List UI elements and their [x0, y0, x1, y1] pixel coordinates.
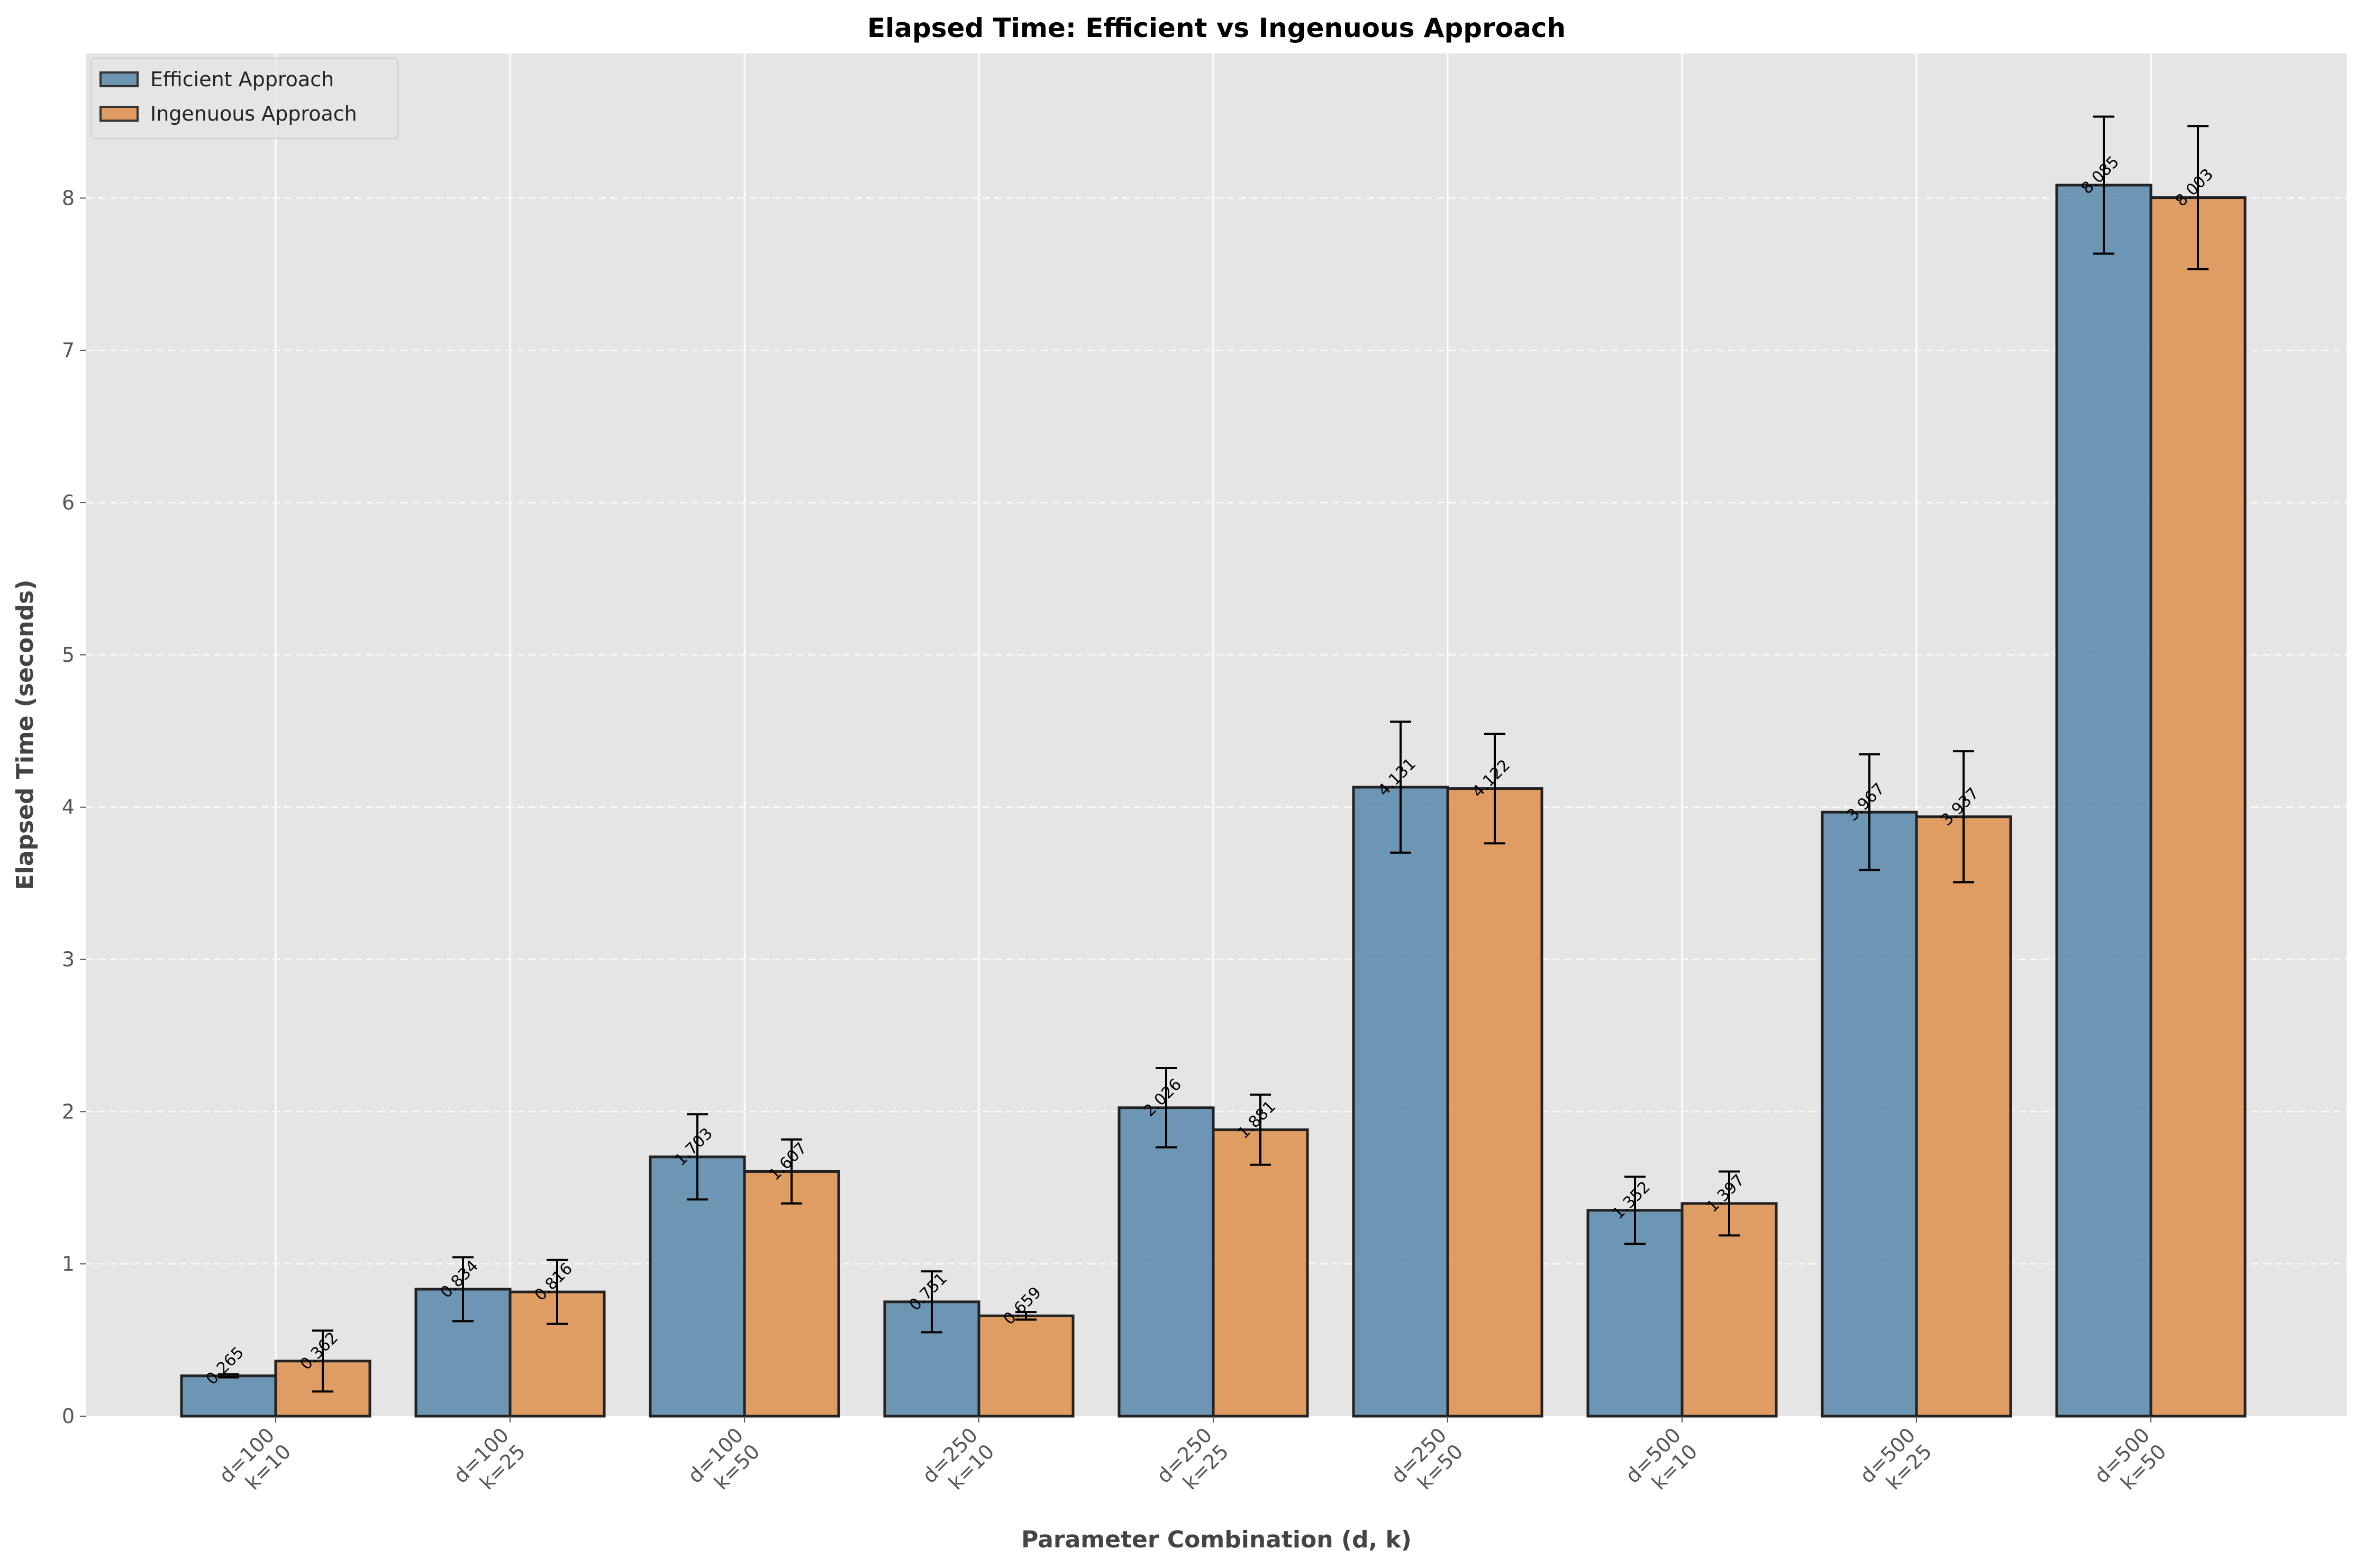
y-tick-label: 3	[62, 948, 75, 971]
bar	[743, 1170, 840, 1418]
legend-box	[90, 58, 398, 139]
bar	[1680, 1202, 1778, 1418]
y-tick-label: 8	[62, 186, 75, 209]
y-tick-label: 5	[62, 643, 75, 667]
bar	[180, 1374, 277, 1418]
y-axis-label: Elapsed Time (seconds)	[12, 580, 39, 890]
bar	[2149, 196, 2247, 1418]
bar	[1915, 815, 2012, 1418]
legend-label-efficient: Efficient Approach	[150, 68, 334, 91]
bar	[2055, 184, 2152, 1418]
x-axis-label: Parameter Combination (d, k)	[1021, 1526, 1412, 1553]
y-tick-label: 1	[62, 1252, 75, 1275]
y-tick-label: 6	[62, 491, 75, 514]
bar	[1118, 1106, 1215, 1418]
bar	[1352, 786, 1449, 1418]
y-tick-label: 4	[62, 796, 75, 819]
grid-lines	[86, 53, 2347, 1416]
bar	[414, 1288, 512, 1418]
legend: Efficient Approach Ingenuous Approach	[90, 58, 398, 139]
legend-swatch-efficient	[99, 71, 139, 87]
legend-label-ingenuous: Ingenuous Approach	[150, 102, 357, 125]
bar	[1446, 787, 1543, 1418]
legend-swatch-ingenuous	[99, 106, 139, 122]
bars	[180, 184, 2247, 1418]
y-tick-label: 0	[62, 1405, 75, 1428]
chart-title: Elapsed Time: Efficient vs Ingenuous App…	[867, 13, 1566, 43]
y-tick-label: 2	[62, 1100, 75, 1123]
bar	[1821, 810, 1918, 1418]
y-axis-ticks: 0 1 2 3 4 5 6 7 8	[62, 186, 86, 1428]
bar	[977, 1314, 1075, 1418]
bar	[1212, 1128, 1309, 1418]
y-tick-label: 7	[62, 339, 75, 362]
error-bars	[218, 115, 2209, 1393]
